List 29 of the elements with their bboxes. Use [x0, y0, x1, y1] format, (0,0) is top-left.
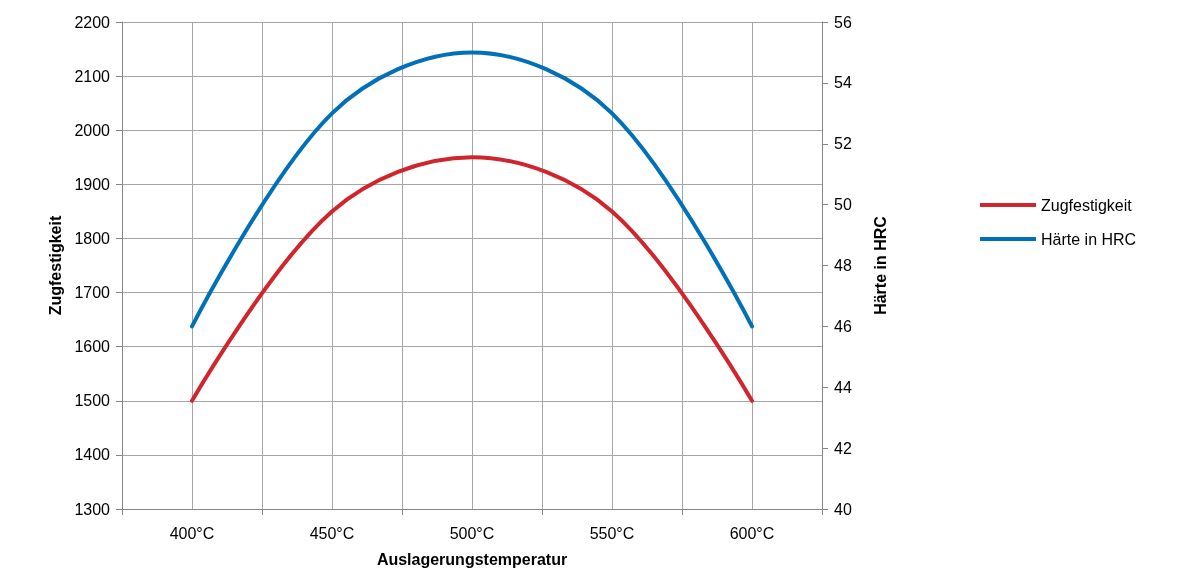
- y2-tick-label: 42: [834, 439, 852, 457]
- y2-tick-label: 46: [834, 317, 852, 335]
- y2-tick-label: 40: [834, 500, 852, 518]
- y-tick-label: 2000: [74, 121, 111, 139]
- y-tick-label: 2200: [74, 13, 111, 31]
- y2-axis-title: Härte in HRC: [871, 215, 889, 315]
- y2-tick-label: 44: [834, 378, 852, 396]
- y-tick-label: 1500: [74, 392, 111, 410]
- x-tick-label: 450°C: [309, 524, 355, 542]
- y2-tick-label: 52: [834, 135, 852, 153]
- x-tick-label: 600°C: [729, 524, 775, 542]
- x-tick-label: 550°C: [589, 524, 635, 542]
- x-axis-title: Auslagerungstemperatur: [376, 550, 568, 568]
- y-axis-title: Zugfestigkeit: [47, 215, 65, 316]
- x-tick-label: 400°C: [169, 524, 215, 542]
- y-tick-label: 1800: [74, 229, 111, 247]
- y2-tick-label: 50: [834, 196, 852, 214]
- y-tick-label: 1900: [74, 175, 111, 193]
- y-tick-label: 1400: [74, 446, 111, 464]
- y2-tick-label: 54: [834, 74, 852, 92]
- y-tick-label: 1700: [74, 284, 111, 302]
- legend-label: Härte in HRC: [1041, 230, 1137, 248]
- legend-label: Zugfestigkeit: [1041, 196, 1133, 214]
- y-tick-label: 1300: [74, 500, 111, 518]
- y2-tick-label: 56: [834, 13, 852, 31]
- x-tick-label: 500°C: [449, 524, 495, 542]
- y-tick-label: 1600: [74, 338, 111, 356]
- y2-tick-label: 48: [834, 257, 852, 274]
- y-tick-label: 2100: [74, 67, 111, 85]
